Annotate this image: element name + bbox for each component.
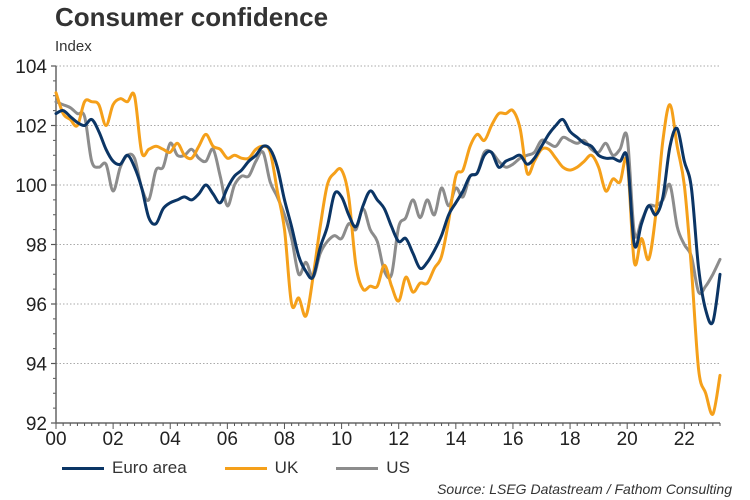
x-tick-label: 18 [559,429,580,450]
legend-label-us: US [386,458,410,477]
y-tick-label: 100 [15,176,47,197]
legend-item-uk: UK [224,458,299,478]
y-tick-label: 94 [26,355,48,376]
y-tick-label: 96 [26,295,47,316]
source-note: Source: LSEG Datastream / Fathom Consult… [437,481,732,497]
y-tick-label: 104 [15,57,47,78]
y-tick-label: 92 [26,414,47,435]
y-tick-labels: 92 94 96 98 100 102 104 [15,57,47,435]
series-lines [54,91,722,416]
series-line-uk [54,91,722,416]
x-tick-label: 06 [217,429,238,450]
x-tick-labels: 00 02 04 06 08 10 12 14 16 18 20 22 [45,429,694,450]
series-line-euro-area [54,109,722,326]
legend-item-euro-area: Euro area [62,458,187,478]
legend-swatch-euro-area [62,466,104,470]
y-axis-label: Index [55,38,92,55]
series-line-us [54,100,722,296]
x-tick-label: 14 [445,429,467,450]
x-tick-label: 16 [502,429,523,450]
axes [51,65,721,429]
legend-swatch-uk [224,466,267,470]
legend-swatch-us [336,466,379,470]
legend-label-euro-area: Euro area [112,458,187,477]
y-tick-label: 102 [15,117,47,138]
y-tick-label: 98 [26,236,47,257]
legend-label-uk: UK [274,458,299,477]
x-tick-label: 04 [160,429,182,450]
x-tick-label: 20 [617,429,638,450]
x-tick-label: 02 [103,429,124,450]
chart-title: Consumer confidence [55,2,329,32]
x-tick-label: 12 [388,429,409,450]
x-tick-label: 00 [45,429,66,450]
x-tick-label: 08 [274,429,295,450]
legend-item-us: US [336,458,410,478]
legend: Euro area UK US [62,458,448,478]
x-tick-label: 10 [331,429,352,450]
x-tick-label: 22 [674,429,695,450]
